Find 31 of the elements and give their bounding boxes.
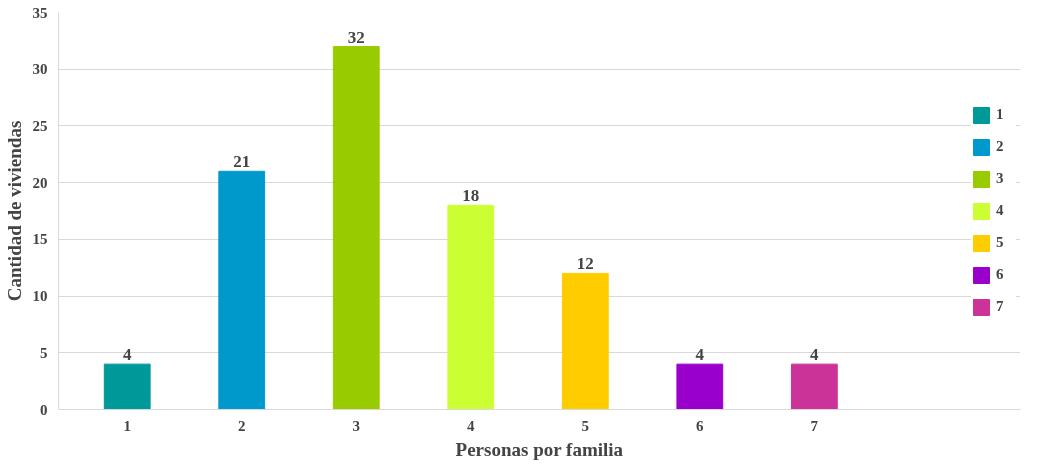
data-label: 4 — [122, 345, 132, 365]
legend-label: 7 — [996, 298, 1005, 315]
y-tick-label: 5 — [40, 344, 48, 361]
y-axis-title: Cantidad de viviendas — [3, 120, 25, 302]
y-tick-label: 20 — [32, 174, 48, 191]
legend-label: 2 — [996, 138, 1005, 155]
data-label: 18 — [462, 186, 480, 206]
x-tick-label: 3 — [352, 417, 361, 434]
legend-label: 1 — [996, 106, 1005, 123]
x-tick-label: 2 — [237, 417, 246, 434]
data-label: 4 — [810, 345, 820, 365]
y-tick-label: 10 — [32, 288, 48, 305]
data-label: 4 — [695, 345, 705, 365]
x-tick-label: 4 — [467, 417, 476, 434]
y-tick-label: 0 — [40, 401, 48, 418]
legend-label: 5 — [996, 234, 1005, 251]
data-label: 12 — [576, 254, 594, 274]
y-tick-label: 30 — [32, 61, 48, 78]
x-axis-title: Personas por familia — [455, 438, 624, 460]
y-tick-label: 35 — [32, 4, 48, 21]
legend-label: 6 — [996, 266, 1005, 283]
x-tick-label: 1 — [123, 417, 131, 434]
x-tick-label: 5 — [581, 417, 590, 434]
y-tick-label: 15 — [32, 231, 48, 248]
data-label: 21 — [233, 152, 251, 172]
legend-label: 4 — [996, 202, 1005, 219]
x-tick-label: 7 — [810, 417, 819, 434]
y-tick-label: 25 — [32, 117, 48, 134]
legend-label: 3 — [996, 170, 1005, 187]
x-tick-label: 6 — [696, 417, 705, 434]
data-label: 32 — [347, 27, 365, 47]
